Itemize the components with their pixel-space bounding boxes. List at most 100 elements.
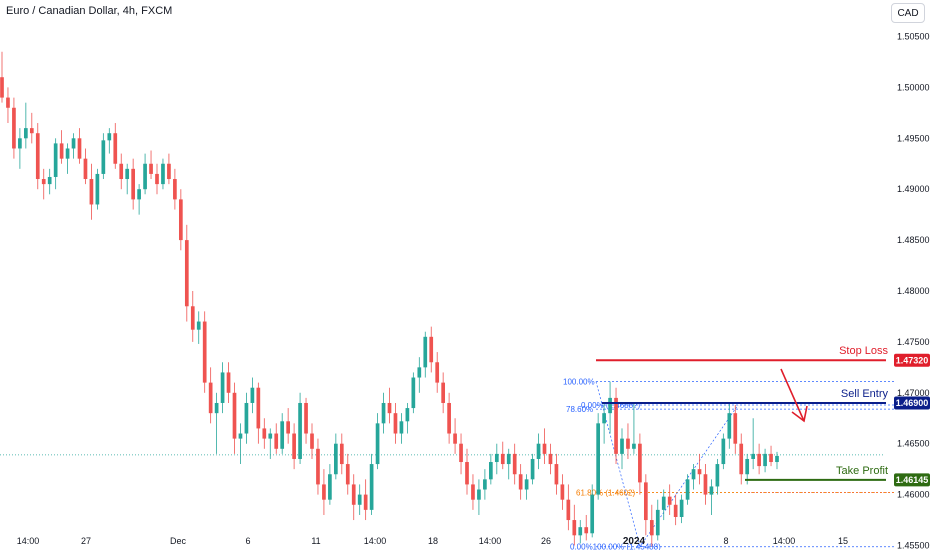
candle	[703, 464, 708, 505]
candle-body	[536, 443, 541, 459]
candle	[697, 453, 702, 485]
candle	[387, 387, 392, 424]
candle	[101, 133, 106, 180]
candle-body	[733, 413, 738, 444]
candle-body	[530, 458, 535, 480]
candle	[375, 413, 380, 470]
x-tick-label: 18	[428, 536, 438, 546]
candle	[769, 445, 773, 467]
y-tick-label: 1.48500	[897, 235, 930, 245]
candle-body	[524, 479, 529, 490]
take-profit-level[interactable]: Take Profit 1.46145	[745, 465, 930, 487]
x-tick-label: 14:00	[364, 536, 387, 546]
candle	[238, 423, 243, 465]
candle	[357, 484, 362, 515]
candle-body	[554, 464, 559, 485]
candle	[95, 168, 100, 210]
candle-body	[578, 527, 583, 536]
candle-body	[697, 469, 702, 475]
candle-body	[351, 484, 356, 505]
candle	[184, 224, 189, 322]
candle	[125, 163, 130, 195]
candle	[155, 163, 159, 195]
price-axis[interactable]: 1.50500 1.50000 1.49500 1.49000 1.48500 1.480…	[897, 32, 930, 550]
candle	[751, 418, 756, 470]
candle-body	[41, 179, 46, 185]
candle-body	[35, 133, 40, 180]
trade-levels[interactable]: Stop Loss 1.47320 Sell Entry 1.46900 Take Pr…	[596, 345, 930, 493]
candle-body	[435, 362, 440, 383]
sell-entry-level[interactable]: Sell Entry 1.46900	[602, 388, 930, 410]
candle-body	[298, 402, 302, 459]
y-tick-label: 1.46500	[897, 439, 930, 449]
x-tick-label: 27	[81, 536, 91, 546]
y-tick-label: 1.45500	[897, 541, 930, 550]
candle-body	[250, 387, 255, 403]
candle-body	[149, 163, 153, 174]
candle-body	[429, 336, 434, 363]
candle	[518, 464, 523, 500]
projection-arrow	[780, 368, 808, 423]
candle-body	[77, 138, 82, 159]
candle	[679, 494, 684, 524]
candle-body	[608, 397, 612, 414]
candle	[107, 128, 112, 154]
candle	[715, 458, 720, 495]
sell-entry-price-tag	[894, 396, 930, 410]
candle-body	[465, 462, 469, 485]
candle-body	[572, 520, 577, 536]
candle	[757, 443, 761, 475]
candle-body	[322, 484, 326, 500]
candle	[411, 372, 416, 414]
candle	[506, 448, 511, 480]
candle	[775, 451, 779, 470]
candle-body	[715, 464, 720, 487]
candle	[733, 405, 738, 454]
candle	[661, 489, 666, 521]
stop-loss-level[interactable]: Stop Loss 1.47320	[596, 345, 930, 367]
candle-body	[542, 443, 547, 454]
candle	[250, 377, 255, 414]
candle-body	[268, 433, 273, 439]
candle-body	[6, 97, 10, 108]
candle	[429, 326, 434, 373]
candle-body	[184, 240, 189, 307]
time-axis[interactable]: 14:00 27 Dec 6 11 14:00 18 14:00 26 2024 8 14:00 15	[17, 536, 848, 547]
candle-body	[483, 479, 487, 490]
candle-body	[709, 486, 714, 495]
candle-body	[745, 458, 750, 475]
y-tick-label: 1.48000	[897, 286, 930, 296]
candle-body	[459, 443, 463, 463]
currency-button[interactable]: CAD	[891, 3, 925, 23]
candle-body	[71, 138, 76, 149]
y-tick-label: 1.49000	[897, 184, 930, 194]
fib-level-label: 100.00%	[563, 378, 595, 387]
candle	[459, 433, 463, 475]
candle-body	[190, 306, 195, 330]
x-tick-label: 8	[723, 536, 728, 546]
x-tick-label: 14:00	[479, 536, 502, 546]
candle	[53, 138, 58, 190]
candle-body	[655, 509, 660, 536]
candle	[208, 367, 213, 424]
candle	[23, 102, 28, 149]
candle	[322, 469, 326, 515]
candle-body	[232, 392, 237, 439]
candle	[351, 474, 356, 521]
candle-body	[143, 163, 147, 190]
candle-body	[703, 474, 708, 495]
candle	[435, 352, 440, 393]
candle	[131, 158, 136, 210]
candle	[447, 392, 451, 444]
candle-body	[83, 158, 88, 180]
candle	[655, 499, 660, 541]
candle-body	[375, 423, 380, 465]
y-tick-label: 1.50500	[897, 32, 930, 42]
candle	[345, 453, 350, 495]
candle-body	[488, 462, 493, 480]
candle-body	[29, 128, 34, 134]
candle	[220, 362, 225, 414]
candle	[12, 97, 16, 159]
candle-body	[125, 168, 130, 180]
